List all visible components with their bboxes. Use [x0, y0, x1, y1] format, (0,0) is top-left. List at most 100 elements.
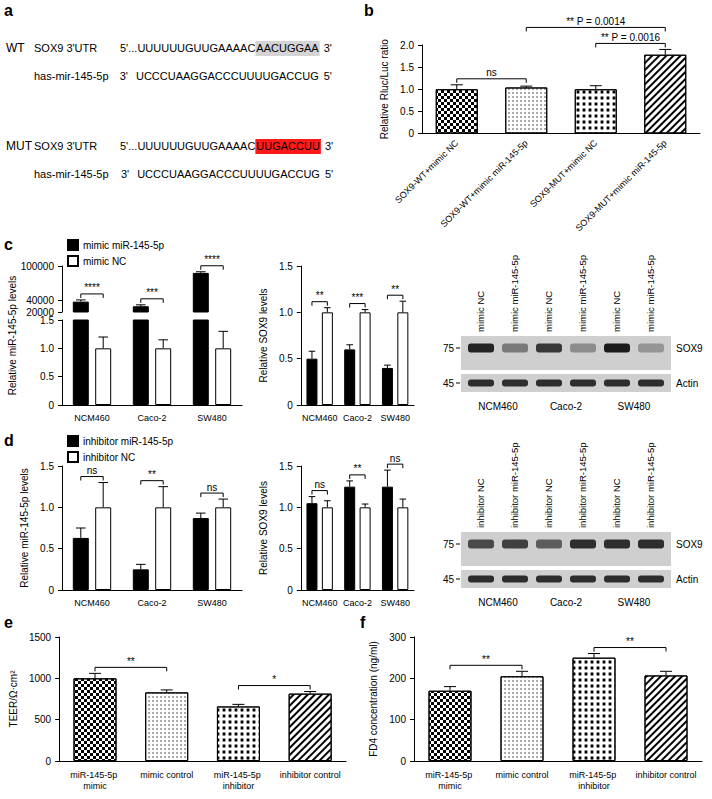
svg-text:miR-145-5p: miR-145-5p: [70, 770, 120, 780]
svg-text:0.5: 0.5: [279, 353, 293, 364]
svg-text:FD4 concentration (ng/ml): FD4 concentration (ng/ml): [368, 641, 379, 757]
svg-text:Caco-2: Caco-2: [343, 598, 372, 608]
svg-text:mimic: mimic: [438, 781, 462, 791]
svg-text:**: **: [127, 656, 135, 667]
svg-text:500: 500: [34, 714, 51, 725]
svg-text:** P = 0.0014: ** P = 0.0014: [566, 16, 625, 27]
svg-text:NCM460: NCM460: [478, 597, 518, 608]
svg-text:SW480: SW480: [380, 598, 410, 608]
svg-text:100: 100: [389, 714, 406, 725]
svg-text:TEER/Ω·cm²: TEER/Ω·cm²: [8, 670, 19, 728]
svg-text:ns: ns: [314, 479, 325, 490]
svg-text:Caco-2: Caco-2: [343, 413, 372, 423]
svg-text:Caco-2: Caco-2: [550, 597, 583, 608]
svg-text:inhibitor NC: inhibitor NC: [475, 478, 486, 528]
svg-text:**: **: [354, 463, 362, 474]
svg-text:1.5: 1.5: [279, 261, 293, 272]
svg-text:3': 3': [120, 70, 128, 82]
svg-text:inhibitor miR-145-5p: inhibitor miR-145-5p: [645, 442, 656, 528]
svg-text:3': 3': [121, 168, 129, 180]
svg-text:inhibitor: inhibitor: [578, 781, 610, 791]
svg-text:SOX9: SOX9: [676, 343, 703, 354]
svg-text:mimic miR-145-5p: mimic miR-145-5p: [509, 255, 520, 332]
svg-text:mimic miR-145-5p: mimic miR-145-5p: [577, 255, 588, 332]
svg-text:inhibitor NC: inhibitor NC: [543, 478, 554, 528]
svg-text:SOX9 3'UTR: SOX9 3'UTR: [34, 42, 97, 54]
svg-text:inhibitor control: inhibitor control: [635, 770, 696, 780]
svg-text:NCM460: NCM460: [74, 413, 110, 423]
svg-text:**: **: [316, 290, 324, 301]
svg-text:20000: 20000: [26, 307, 54, 318]
svg-text:SW480: SW480: [197, 413, 227, 423]
svg-text:3': 3': [325, 140, 333, 152]
svg-text:3': 3': [324, 42, 332, 54]
svg-text:300: 300: [389, 632, 406, 643]
svg-text:0.5: 0.5: [40, 543, 54, 554]
svg-text:mimic NC: mimic NC: [611, 291, 622, 332]
svg-text:5'...UUUUUUGUUGAAAAC: 5'...UUUUUUGUUGAAAAC: [120, 140, 255, 152]
svg-text:**: **: [148, 469, 156, 480]
svg-text:mimic control: mimic control: [495, 770, 548, 780]
svg-text:****: ****: [204, 254, 220, 265]
svg-text:0.5: 0.5: [40, 371, 54, 382]
svg-text:ns: ns: [486, 67, 497, 78]
svg-text:1500: 1500: [29, 632, 52, 643]
svg-text:ns: ns: [207, 482, 218, 493]
svg-text:Relative miR-145-5p levels: Relative miR-145-5p levels: [7, 276, 18, 396]
svg-text:SOX9: SOX9: [676, 539, 703, 550]
svg-text:1.5: 1.5: [279, 461, 293, 472]
svg-text:mimic miR-145-5p: mimic miR-145-5p: [83, 240, 165, 251]
svg-text:mimic NC: mimic NC: [475, 291, 486, 332]
svg-text:Relative SOX9 levels: Relative SOX9 levels: [258, 481, 269, 575]
svg-text:mimic NC: mimic NC: [83, 256, 126, 267]
svg-text:miR-145-5p: miR-145-5p: [425, 770, 475, 780]
svg-text:inhibitor miR-145-5p: inhibitor miR-145-5p: [83, 436, 173, 447]
svg-text:0: 0: [48, 585, 54, 596]
svg-text:has-mir-145-5p: has-mir-145-5p: [34, 70, 109, 82]
svg-text:SW480: SW480: [618, 597, 651, 608]
svg-text:SW480: SW480: [197, 598, 227, 608]
svg-text:0.5: 0.5: [279, 543, 293, 554]
svg-text:NCM460: NCM460: [302, 413, 338, 423]
svg-text:SW480: SW480: [380, 413, 410, 423]
svg-text:SOX9-WT+mimic miR-145-5p: SOX9-WT+mimic miR-145-5p: [439, 138, 530, 229]
svg-text:0.5: 0.5: [400, 106, 414, 117]
svg-text:0: 0: [287, 585, 293, 596]
svg-text:Caco-2: Caco-2: [550, 401, 583, 412]
svg-text:mimic: mimic: [83, 781, 107, 791]
svg-text:5': 5': [325, 168, 333, 180]
svg-text:****: ****: [84, 282, 100, 293]
svg-text:Relative Rluc/Luc ratio: Relative Rluc/Luc ratio: [379, 39, 390, 139]
svg-text:1.5: 1.5: [40, 461, 54, 472]
svg-text:5'...UUUUUUGUUGAAAAC: 5'...UUUUUUGUUGAAAAC: [120, 42, 255, 54]
svg-text:ns: ns: [390, 453, 401, 464]
svg-text:1.0: 1.0: [279, 502, 293, 513]
svg-text:MUT: MUT: [6, 139, 33, 153]
svg-text:1000: 1000: [29, 673, 52, 684]
svg-text:miR-145-5p: miR-145-5p: [569, 770, 619, 780]
svg-text:200: 200: [389, 673, 406, 684]
svg-text:mimic NC: mimic NC: [543, 291, 554, 332]
svg-text:SW480: SW480: [618, 401, 651, 412]
svg-text:Actin: Actin: [676, 574, 698, 585]
svg-text:NCM460: NCM460: [302, 598, 338, 608]
svg-text:1.0: 1.0: [279, 307, 293, 318]
svg-text:inhibitor miR-145-5p: inhibitor miR-145-5p: [509, 442, 520, 528]
svg-text:UUGACCUU: UUGACCUU: [256, 140, 320, 152]
svg-text:has-mir-145-5p: has-mir-145-5p: [34, 168, 109, 180]
svg-text:***: ***: [146, 287, 158, 298]
svg-text:UCCCUAAGGACCCUUUUGACCUG: UCCCUAAGGACCCUUUUGACCUG: [136, 70, 319, 82]
svg-text:UCCCUAAGGACCCUUUUGACCUG: UCCCUAAGGACCCUUUUGACCUG: [137, 168, 320, 180]
svg-text:inhibitor miR-145-5p: inhibitor miR-145-5p: [577, 442, 588, 528]
svg-text:NCM460: NCM460: [478, 401, 518, 412]
svg-text:*: *: [272, 674, 276, 685]
svg-text:***: ***: [352, 292, 364, 303]
svg-text:**: **: [626, 636, 634, 647]
svg-text:45: 45: [443, 378, 455, 389]
svg-text:0: 0: [408, 128, 414, 139]
svg-text:1.0: 1.0: [400, 84, 414, 95]
svg-text:SOX9 3'UTR: SOX9 3'UTR: [34, 140, 97, 152]
svg-text:inhibitor NC: inhibitor NC: [83, 452, 135, 463]
svg-text:inhibitor NC: inhibitor NC: [611, 478, 622, 528]
svg-text:**: **: [482, 654, 490, 665]
